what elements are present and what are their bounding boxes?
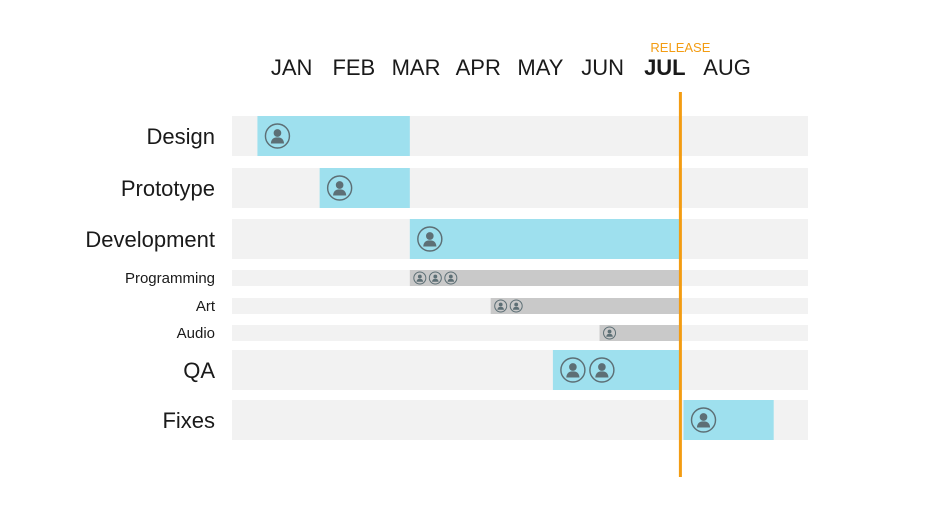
release-marker-label: RELEASE — [650, 40, 710, 55]
person-icon-ring — [494, 299, 508, 313]
task-label-qa: QA — [183, 358, 215, 383]
person-icon-head — [498, 302, 503, 307]
month-label-jan: JAN — [271, 55, 313, 80]
person-icon-head — [514, 302, 519, 307]
person-icon-head — [433, 274, 438, 279]
person-icon-ring — [413, 271, 427, 285]
person-icon-body — [566, 371, 580, 378]
person-icon-head — [417, 274, 422, 279]
person-icon-body — [497, 306, 504, 310]
person-icon-head — [448, 274, 453, 279]
person-icon — [264, 123, 291, 149]
person-icon-body — [416, 278, 424, 282]
bar-fixes — [683, 400, 774, 440]
person-icon-ring — [690, 407, 717, 433]
person-icon-head — [699, 413, 708, 421]
track-audio — [232, 325, 808, 341]
person-icon-body — [696, 421, 711, 428]
person-icon — [560, 357, 586, 383]
person-icon-body — [432, 278, 439, 282]
person-icon-ring — [560, 357, 586, 383]
task-label-audio: Audio — [177, 325, 215, 342]
task-label-programming: Programming — [125, 270, 215, 287]
person-icon-head — [569, 363, 577, 371]
bar-audio — [599, 325, 681, 341]
person-icon-head — [273, 129, 282, 137]
month-label-mar: MAR — [392, 55, 441, 80]
month-label-aug: AUG — [703, 55, 751, 80]
person-icon — [603, 326, 617, 340]
person-icon-ring — [326, 175, 353, 201]
person-icon-head — [607, 329, 612, 334]
person-icon — [428, 271, 442, 285]
person-icon-body — [423, 240, 437, 247]
task-label-art: Art — [196, 298, 216, 315]
person-icon-body — [270, 137, 285, 144]
month-label-may: MAY — [517, 55, 563, 80]
month-label-apr: APR — [456, 55, 501, 80]
person-icon-body — [595, 371, 609, 378]
person-icon — [417, 226, 443, 252]
person-icon-ring — [603, 326, 617, 340]
person-icon — [509, 299, 523, 313]
person-icon — [589, 357, 615, 383]
bar-programming — [409, 270, 681, 286]
person-icon — [444, 271, 458, 285]
task-label-fixes: Fixes — [162, 408, 215, 433]
person-icon-head — [335, 181, 344, 189]
person-icon-ring — [417, 226, 443, 252]
person-icon — [326, 175, 353, 201]
month-label-jul: JUL — [644, 55, 686, 80]
person-icon-head — [598, 363, 606, 371]
person-icon-body — [512, 306, 520, 310]
person-icon-ring — [428, 271, 442, 285]
person-icon-ring — [509, 299, 523, 313]
bar-development — [409, 219, 681, 259]
task-label-design: Design — [147, 124, 215, 149]
person-icon-ring — [264, 123, 291, 149]
track-prototype — [232, 168, 808, 208]
bar-art — [490, 298, 681, 314]
bar-prototype — [319, 168, 410, 208]
task-label-prototype: Prototype — [121, 176, 215, 201]
person-icon-ring — [589, 357, 615, 383]
person-icon-body — [333, 189, 347, 196]
person-icon-body — [447, 278, 455, 282]
track-qa — [232, 350, 808, 390]
person-icon-ring — [444, 271, 458, 285]
person-icon — [690, 407, 717, 433]
task-label-development: Development — [85, 227, 215, 252]
person-icon — [494, 299, 508, 313]
person-icon-head — [425, 232, 434, 240]
person-icon-body — [606, 333, 613, 337]
person-icon — [413, 271, 427, 285]
month-label-jun: JUN — [581, 55, 624, 80]
month-label-feb: FEB — [332, 55, 375, 80]
bar-design — [257, 116, 410, 156]
